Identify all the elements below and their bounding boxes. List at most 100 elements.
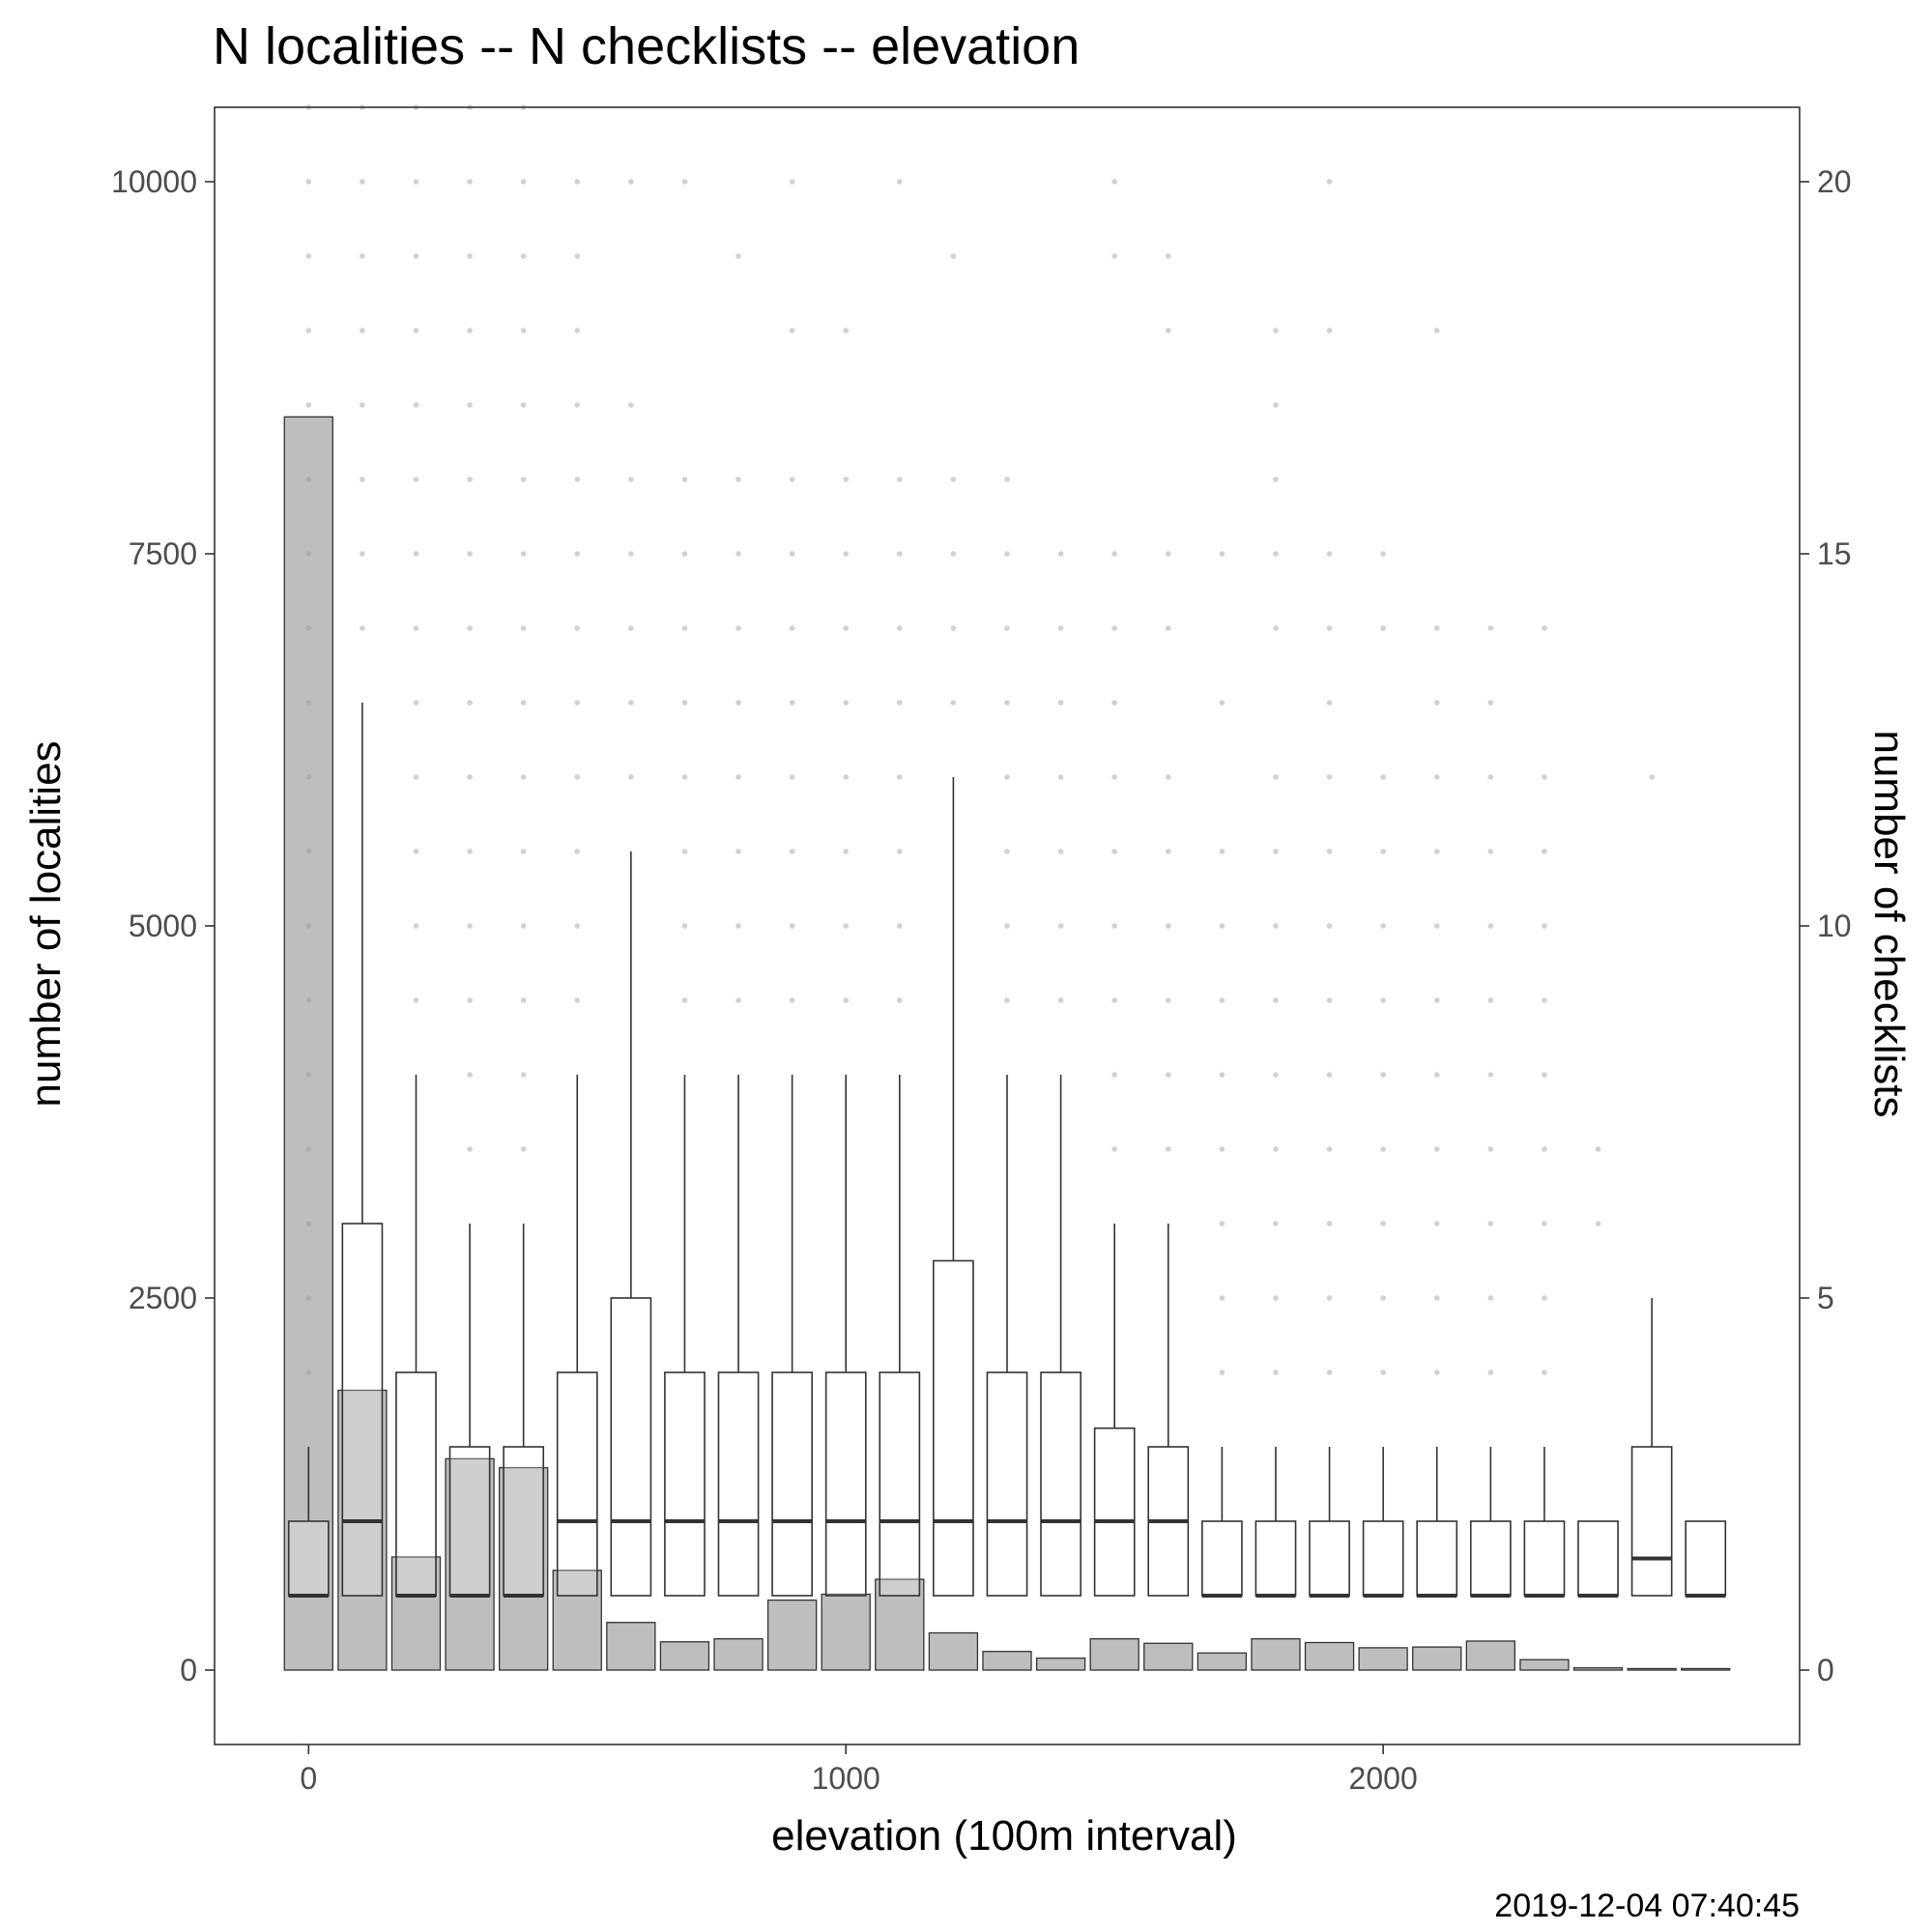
box-iqr: [879, 1371, 921, 1597]
outlier-point: [843, 923, 850, 929]
outlier-point: [1326, 700, 1333, 706]
outlier-point: [681, 923, 688, 929]
outlier-point: [305, 700, 312, 706]
outlier-point: [1273, 1221, 1279, 1226]
outlier-point: [520, 253, 527, 259]
checklist-box: [879, 1075, 921, 1597]
checklist-box: [1362, 1447, 1404, 1598]
outlier-point: [1595, 1146, 1601, 1152]
outlier-point: [413, 402, 419, 408]
checklist-box: [448, 1224, 491, 1598]
outlier-point: [1380, 849, 1386, 854]
localities-bar: [713, 1638, 764, 1671]
outlier-point: [1433, 774, 1440, 780]
outlier-point: [681, 774, 688, 780]
checklist-box: [503, 1224, 545, 1598]
outlier-point: [1326, 774, 1333, 780]
y-right-tick-label: 0: [1817, 1653, 1834, 1687]
outlier-point: [950, 625, 957, 631]
box-iqr: [1523, 1520, 1566, 1597]
outlier-point: [574, 476, 581, 482]
outlier-point: [1380, 1370, 1386, 1375]
outlier-point: [1111, 625, 1117, 631]
y-left-tick-label: 2500: [129, 1281, 197, 1315]
outlier-point: [897, 849, 903, 854]
outlier-point: [467, 402, 473, 408]
outlier-point: [1219, 551, 1226, 557]
outlier-point: [1004, 551, 1010, 557]
outlier-point: [1219, 1370, 1226, 1375]
box-iqr: [1201, 1520, 1243, 1597]
outlier-point: [1165, 1072, 1171, 1078]
outlier-point: [1057, 625, 1064, 631]
checklist-box: [1577, 1520, 1619, 1598]
outlier-point: [897, 774, 903, 780]
outlier-point: [1273, 402, 1279, 408]
outlier-point: [305, 774, 312, 780]
box-iqr: [556, 1371, 598, 1597]
outlier-point: [520, 551, 527, 557]
outlier-point: [843, 700, 850, 706]
y-right-tick-label: 20: [1817, 164, 1852, 199]
outlier-point: [1004, 923, 1010, 929]
outlier-point: [950, 476, 957, 482]
outlier-point: [413, 700, 419, 706]
outlier-point: [413, 476, 419, 482]
outlier-point: [1057, 997, 1064, 1003]
y-left-tick-label: 10000: [111, 164, 197, 199]
outlier-point: [1542, 923, 1547, 929]
box-iqr: [986, 1371, 1028, 1597]
outlier-point: [735, 476, 741, 482]
box-iqr: [1577, 1520, 1619, 1597]
outlier-point: [360, 402, 365, 408]
outlier-point: [1273, 1295, 1279, 1301]
outlier-point: [843, 625, 850, 631]
localities-bar: [766, 1599, 818, 1671]
outlier-point: [1273, 625, 1279, 631]
localities-bar: [928, 1631, 979, 1671]
localities-bar: [1143, 1642, 1194, 1671]
outlier-point: [360, 476, 365, 482]
outlier-point: [950, 551, 957, 557]
checklist-box: [1147, 1224, 1190, 1597]
localities-bar: [1681, 1667, 1731, 1671]
outlier-point: [305, 1072, 312, 1078]
checklist-box: [717, 1075, 760, 1597]
localities-bar: [1627, 1667, 1677, 1671]
outlier-point: [1542, 625, 1547, 631]
outlier-point: [467, 625, 473, 631]
outlier-point: [1111, 997, 1117, 1003]
outlier-point: [574, 923, 581, 929]
outlier-point: [1004, 476, 1010, 482]
outlier-point: [305, 849, 312, 854]
outlier-point: [413, 551, 419, 557]
box-iqr: [824, 1371, 867, 1597]
outlier-point: [735, 849, 741, 854]
outlier-point: [1380, 1146, 1386, 1152]
checklist-outliers: [305, 104, 1655, 1375]
outlier-point: [1111, 1072, 1117, 1078]
checklist-box: [1630, 1298, 1673, 1597]
outlier-point: [897, 923, 903, 929]
outlier-point: [628, 476, 634, 482]
outlier-point: [1380, 1072, 1386, 1078]
checklist-box: [556, 1075, 598, 1597]
checklist-box: [933, 777, 974, 1597]
outlier-point: [1487, 1221, 1494, 1226]
outlier-point: [413, 179, 419, 185]
outlier-point: [467, 1072, 473, 1078]
outlier-point: [1165, 328, 1171, 333]
box-iqr: [610, 1297, 652, 1597]
outlier-point: [843, 328, 850, 333]
outlier-point: [520, 1146, 527, 1152]
localities-bar: [659, 1641, 710, 1671]
box-iqr: [395, 1371, 437, 1597]
outlier-point: [1219, 997, 1226, 1003]
outlier-point: [789, 328, 795, 333]
outlier-point: [305, 179, 312, 185]
outlier-point: [520, 328, 527, 333]
outlier-point: [413, 923, 419, 929]
outlier-point: [628, 625, 634, 631]
outlier-point: [843, 849, 850, 854]
